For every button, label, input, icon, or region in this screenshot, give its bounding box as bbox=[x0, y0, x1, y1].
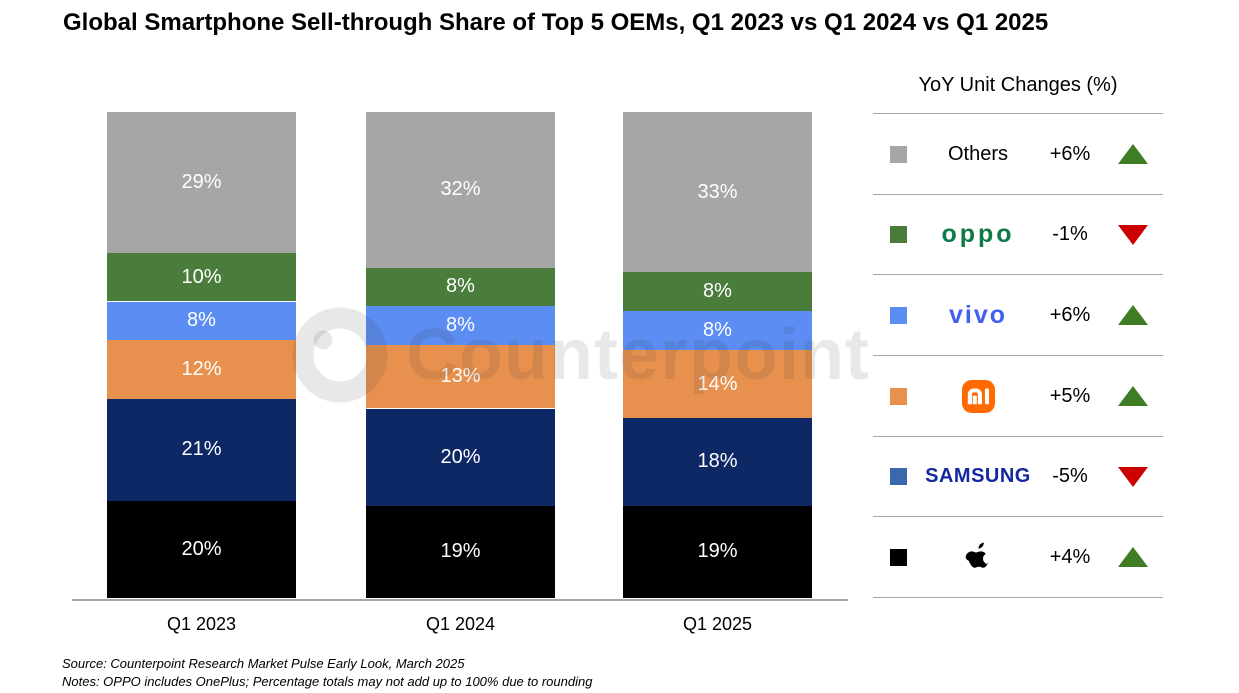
footer-source: Source: Counterpoint Research Market Pul… bbox=[62, 656, 465, 671]
oppo-change-value: -1% bbox=[1052, 223, 1088, 245]
samsung-swatch bbox=[890, 468, 907, 485]
legend-row-others: Others +6% bbox=[873, 114, 1163, 194]
bar-segment-others-q1-2023: 29% bbox=[107, 112, 296, 253]
legend-separator bbox=[873, 194, 1163, 195]
yoy-legend: YoY Unit Changes (%) Others +6% oppo -1%… bbox=[873, 0, 1163, 693]
legend-separator bbox=[873, 274, 1163, 275]
bar-segment-vivo-q1-2024: 8% bbox=[366, 306, 555, 346]
vivo-swatch bbox=[890, 306, 907, 324]
footer-notes: Notes: OPPO includes OnePlus; Percentage… bbox=[62, 674, 593, 689]
xiaomi-change-value: +5% bbox=[1049, 384, 1091, 407]
legend-separator bbox=[873, 516, 1163, 517]
legend-separator bbox=[873, 436, 1163, 437]
bar-segment-xiaomi-q1-2025: 14% bbox=[623, 350, 812, 419]
others-up-triangle-icon bbox=[1118, 144, 1148, 164]
bar-segment-xiaomi-q1-2023: 12% bbox=[107, 340, 296, 399]
vivo-logo: vivo bbox=[948, 300, 1008, 329]
xiaomi-swatch bbox=[890, 387, 907, 405]
bar-segment-apple-q1-2023: 20% bbox=[107, 500, 296, 598]
legend-row-samsung: SAMSUNG -5% bbox=[873, 437, 1163, 516]
x-axis-label-q1-2024: Q1 2024 bbox=[425, 614, 496, 634]
others-change-value: +6% bbox=[1049, 142, 1091, 165]
bar-segment-oppo-q1-2023: 10% bbox=[107, 252, 296, 302]
legend-separator bbox=[873, 355, 1163, 356]
bar-segment-oppo-q1-2024: 8% bbox=[366, 267, 555, 307]
bar-segment-apple-q1-2024: 19% bbox=[366, 505, 555, 598]
samsung-down-triangle-icon bbox=[1118, 466, 1148, 487]
vivo-change-value: +6% bbox=[1049, 303, 1091, 326]
bar-segment-others-q1-2024: 32% bbox=[366, 112, 555, 268]
apple-change-value: +4% bbox=[1049, 545, 1091, 568]
bar-segment-samsung-q1-2024: 20% bbox=[366, 408, 555, 506]
bar-segment-xiaomi-q1-2024: 13% bbox=[366, 345, 555, 409]
bar-segment-samsung-q1-2023: 21% bbox=[107, 398, 296, 501]
bar-segment-others-q1-2025: 33% bbox=[623, 112, 812, 273]
x-axis-line bbox=[72, 599, 848, 601]
legend-row-oppo: oppo -1% bbox=[873, 195, 1163, 274]
apple-swatch bbox=[890, 548, 907, 566]
oppo-logo: oppo bbox=[941, 220, 1015, 248]
xiaomi-logo-icon bbox=[961, 379, 995, 413]
xiaomi-up-triangle-icon bbox=[1118, 386, 1148, 406]
legend-row-vivo: vivo +6% bbox=[873, 275, 1163, 355]
samsung-logo: SAMSUNG bbox=[925, 465, 1031, 487]
legend-row-apple: +4% bbox=[873, 517, 1163, 597]
others-label: Others bbox=[947, 142, 1009, 165]
oppo-down-triangle-icon bbox=[1118, 224, 1148, 245]
bar-segment-samsung-q1-2025: 18% bbox=[623, 418, 812, 506]
bar-segment-vivo-q1-2023: 8% bbox=[107, 301, 296, 341]
legend-separator bbox=[873, 113, 1163, 114]
others-swatch bbox=[890, 145, 907, 163]
oppo-swatch bbox=[890, 226, 907, 243]
apple-up-triangle-icon bbox=[1118, 547, 1148, 567]
vivo-up-triangle-icon bbox=[1118, 305, 1148, 325]
bar-segment-apple-q1-2025: 19% bbox=[623, 505, 812, 598]
chart-title: Global Smartphone Sell-through Share of … bbox=[63, 9, 1049, 36]
x-axis-label-q1-2025: Q1 2025 bbox=[682, 614, 753, 634]
samsung-change-value: -5% bbox=[1052, 465, 1088, 487]
legend-row-xiaomi: +5% bbox=[873, 356, 1163, 436]
apple-logo-icon bbox=[965, 542, 989, 568]
legend-header: YoY Unit Changes (%) bbox=[918, 74, 1118, 96]
bar-segment-vivo-q1-2025: 8% bbox=[623, 311, 812, 351]
x-axis-label-q1-2023: Q1 2023 bbox=[166, 614, 237, 634]
legend-separator bbox=[873, 597, 1163, 598]
bar-segment-oppo-q1-2025: 8% bbox=[623, 272, 812, 312]
